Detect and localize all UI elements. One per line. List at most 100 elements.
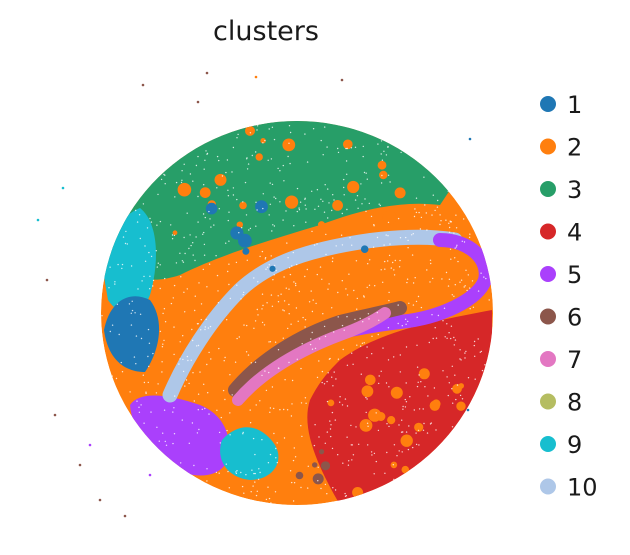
speckle xyxy=(453,344,455,346)
speckle xyxy=(311,230,313,233)
speckle xyxy=(343,186,345,189)
patch-cluster-1 xyxy=(255,200,268,214)
speckle xyxy=(481,369,484,372)
speckle xyxy=(388,254,391,257)
speckle xyxy=(392,464,394,466)
speckle xyxy=(180,276,182,278)
speckle xyxy=(456,244,458,246)
speckle xyxy=(337,316,339,318)
speckle xyxy=(480,272,482,274)
speckle xyxy=(242,433,244,435)
speckle xyxy=(246,324,248,327)
speckle xyxy=(192,242,194,244)
speckle xyxy=(331,447,334,450)
speckle xyxy=(159,264,161,266)
speckle xyxy=(273,225,276,227)
speckle xyxy=(416,344,418,346)
speckle xyxy=(204,328,206,331)
speckle xyxy=(342,348,344,351)
speckle xyxy=(341,280,343,282)
speckle xyxy=(190,244,192,247)
speckle xyxy=(213,224,215,226)
speckle xyxy=(216,274,219,277)
speckle xyxy=(246,259,248,261)
speckle xyxy=(346,208,348,211)
speckle xyxy=(418,444,420,446)
speckle xyxy=(197,393,200,395)
speckle xyxy=(417,295,420,298)
speckle xyxy=(317,466,319,468)
speckle xyxy=(326,380,328,383)
patch-cluster-2 xyxy=(327,399,335,407)
speckle xyxy=(206,363,208,366)
speckle xyxy=(269,341,272,343)
speckle xyxy=(320,487,322,490)
patch-cluster-2 xyxy=(462,462,469,468)
speckle xyxy=(468,236,471,238)
speckle xyxy=(362,321,364,323)
legend-marker-1 xyxy=(540,96,556,112)
speckle xyxy=(426,229,428,231)
speckle xyxy=(358,443,360,445)
speckle xyxy=(320,139,322,142)
speckle xyxy=(227,195,230,197)
speckle xyxy=(294,282,297,285)
speckle xyxy=(356,344,358,346)
speckle xyxy=(244,181,247,184)
patch-cluster-2 xyxy=(483,456,493,468)
speckle xyxy=(343,329,345,331)
speckle xyxy=(450,325,453,327)
speckle xyxy=(346,316,348,318)
speckle xyxy=(204,326,206,328)
legend-label-2: 2 xyxy=(567,134,582,162)
speckle xyxy=(361,203,363,205)
speckle xyxy=(345,160,348,162)
speckle xyxy=(435,429,437,431)
speckle xyxy=(474,355,476,357)
speckle xyxy=(194,259,196,262)
speckle xyxy=(370,451,373,453)
speckle xyxy=(404,318,407,320)
patch-cluster-2 xyxy=(377,160,387,170)
speckle xyxy=(174,395,176,397)
speckle xyxy=(205,150,207,152)
speckle xyxy=(252,485,254,487)
speckle xyxy=(259,400,261,402)
speckle xyxy=(484,364,486,366)
speckle xyxy=(359,345,362,347)
speckle xyxy=(146,227,149,229)
stray-point xyxy=(196,100,200,104)
speckle xyxy=(378,375,380,377)
speckle xyxy=(125,230,127,233)
speckle xyxy=(175,181,178,184)
speckle xyxy=(237,133,239,136)
speckle xyxy=(436,206,439,208)
speckle xyxy=(311,348,314,350)
speckle xyxy=(362,145,364,148)
speckle xyxy=(398,266,401,268)
speckle xyxy=(354,318,356,321)
speckle xyxy=(418,211,420,214)
speckle xyxy=(404,406,407,408)
speckle xyxy=(271,126,274,128)
speckle xyxy=(143,422,145,424)
speckle xyxy=(307,487,309,489)
speckle xyxy=(446,376,448,378)
speckle xyxy=(423,422,425,425)
speckle xyxy=(200,319,202,321)
speckle xyxy=(404,398,406,401)
speckle xyxy=(351,352,353,354)
speckle xyxy=(485,277,487,280)
speckle xyxy=(419,228,422,230)
speckle xyxy=(317,205,320,207)
speckle xyxy=(179,252,181,254)
stray-point xyxy=(36,218,40,222)
speckle xyxy=(282,309,284,311)
speckle xyxy=(450,258,452,260)
speckle xyxy=(286,242,288,244)
speckle xyxy=(365,172,367,174)
speckle xyxy=(252,437,255,440)
speckle xyxy=(279,201,281,203)
speckle xyxy=(465,350,467,353)
speckle xyxy=(297,320,299,322)
